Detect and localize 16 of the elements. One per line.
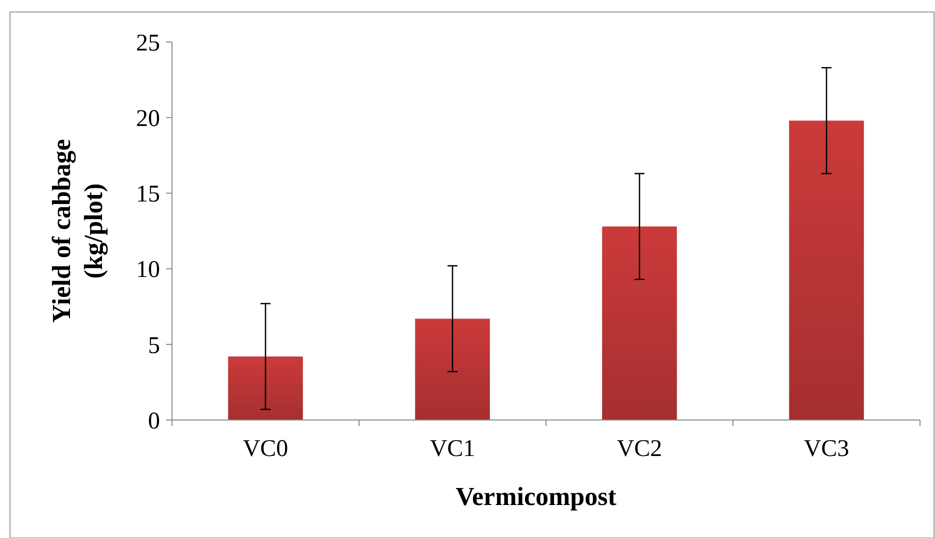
x-tick-label: VC0 — [242, 436, 288, 462]
y-tick-label: 20 — [136, 106, 160, 132]
y-tick-label: 5 — [148, 332, 160, 359]
bar — [228, 356, 303, 420]
x-tick-label: VC1 — [430, 436, 476, 462]
bar — [789, 120, 864, 420]
x-axis-title: Vermicompost — [456, 482, 617, 511]
x-tick-label: VC2 — [616, 436, 662, 462]
bar — [415, 318, 490, 420]
y-tick-label: 10 — [136, 257, 160, 284]
y-tick-label: 15 — [136, 182, 160, 208]
y-axis-title: Yield of cabbage (kg/plot) — [47, 139, 108, 323]
y-tick-label: 25 — [136, 30, 160, 56]
y-tick-label: 0 — [148, 408, 160, 434]
x-tick-label: VC3 — [804, 436, 850, 462]
bar — [602, 226, 677, 420]
